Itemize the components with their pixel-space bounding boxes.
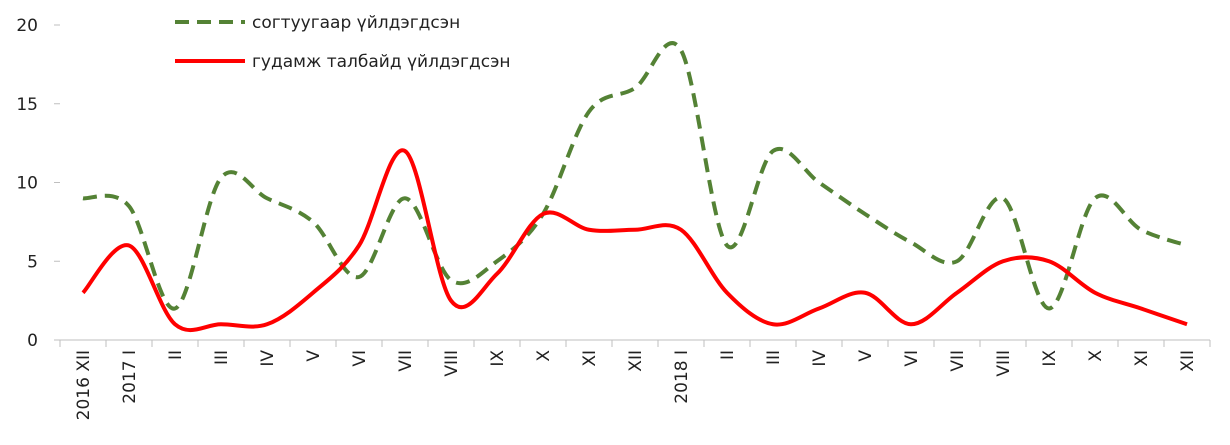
y-tick-label: 5 — [27, 252, 38, 272]
x-tick-label: II — [166, 350, 186, 360]
x-tick-label: V — [304, 350, 324, 362]
x-tick-label: VIII — [994, 350, 1014, 377]
x-tick-label: IV — [810, 350, 830, 367]
x-tick-label: III — [764, 350, 784, 365]
y-tick-label: 20 — [16, 16, 38, 36]
series-line — [82, 41, 1188, 311]
series-line — [81, 148, 1188, 333]
y-tick-label: 15 — [16, 95, 38, 115]
x-tick-label: VI — [902, 350, 922, 367]
x-tick-label: V — [856, 350, 876, 362]
x-tick-label: III — [212, 350, 232, 365]
x-tick-label: X — [534, 350, 554, 362]
x-tick-label: 2017 I — [120, 350, 140, 404]
x-tick-label: IX — [1040, 350, 1060, 367]
x-tick-label: IX — [488, 350, 508, 367]
x-tick-label: XII — [1178, 350, 1198, 372]
y-tick-label: 0 — [27, 331, 38, 351]
x-tick-label: VII — [948, 350, 968, 372]
x-tick-label: XI — [1132, 350, 1152, 367]
legend-label: согтуугаар үйлдэгдсэн — [252, 13, 460, 33]
x-tick-label: VIII — [442, 350, 462, 377]
x-tick-label: X — [1086, 350, 1106, 362]
x-tick-label: 2016 XII — [74, 350, 94, 420]
x-tick-label: VI — [350, 350, 370, 367]
y-tick-label: 10 — [16, 174, 38, 194]
x-tick-label: XII — [626, 350, 646, 372]
legend-label: гудамж талбайд үйлдэгдсэн — [252, 52, 511, 72]
x-tick-label: II — [718, 350, 738, 360]
x-tick-label: IV — [258, 350, 278, 367]
x-tick-label: VII — [396, 350, 416, 372]
x-tick-label: XI — [580, 350, 600, 367]
x-tick-label: 2018 I — [672, 350, 692, 404]
